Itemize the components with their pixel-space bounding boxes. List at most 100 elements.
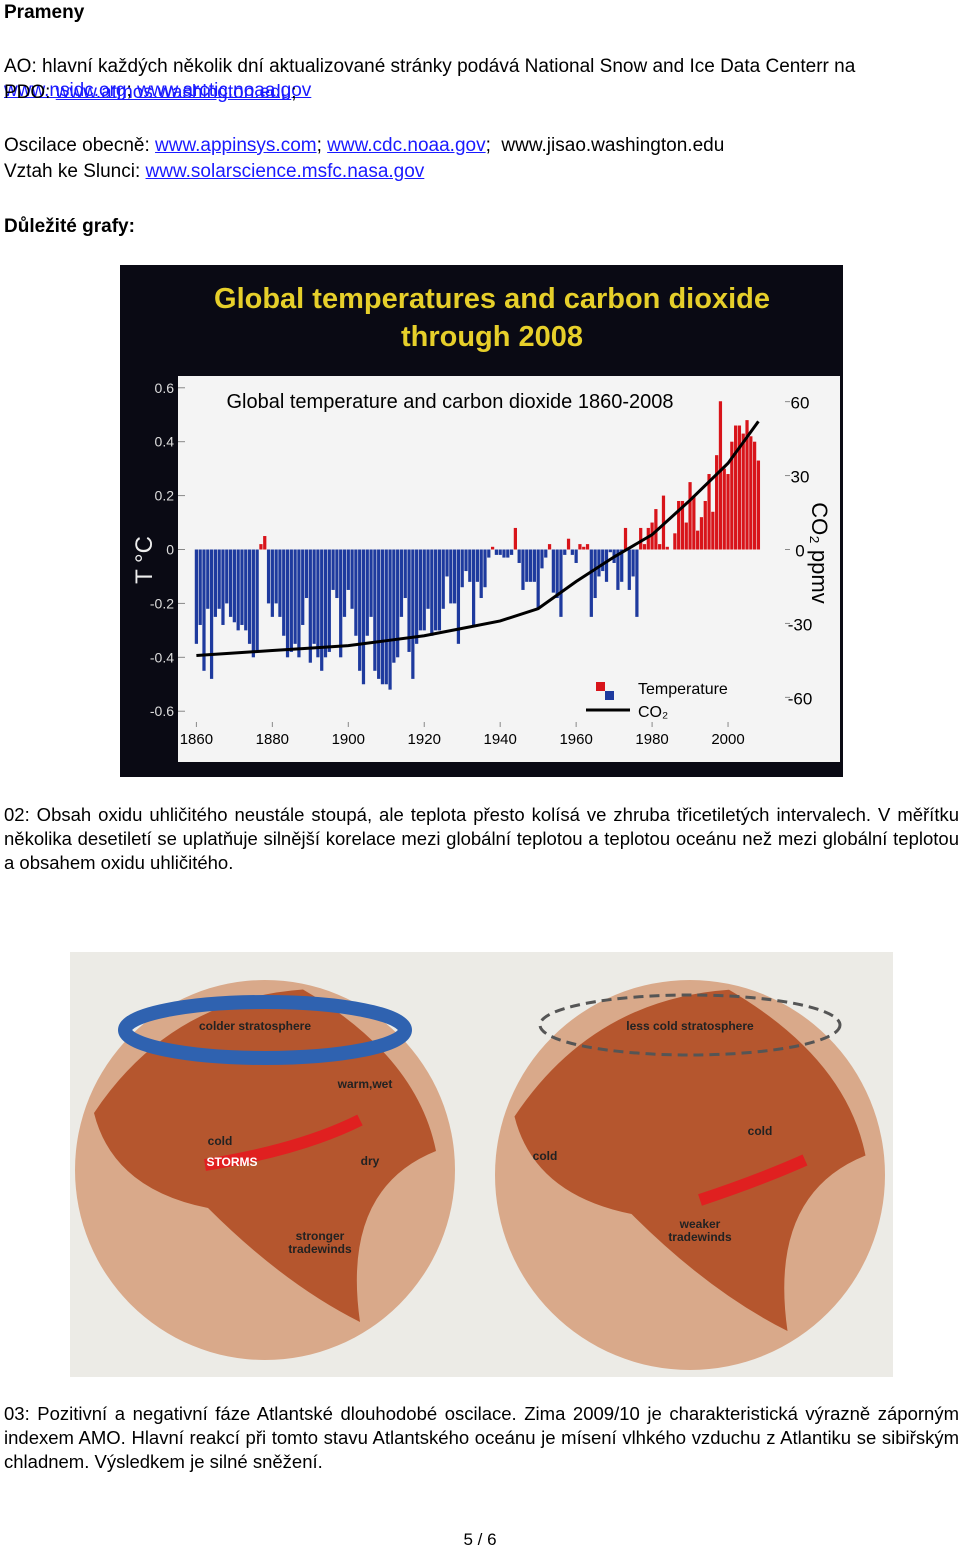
storm-arrow — [204, 1114, 363, 1171]
bar — [506, 549, 510, 558]
bar — [278, 549, 282, 617]
bar — [563, 549, 567, 555]
link[interactable]: www.nsidc.org — [4, 80, 127, 101]
bar — [559, 549, 563, 617]
text: Oscilace obecně: — [4, 135, 156, 156]
header-title: Prameny — [4, 2, 85, 23]
bar — [392, 549, 396, 663]
bar — [213, 549, 217, 617]
bar — [620, 549, 624, 582]
figure-label: less cold stratosphere — [626, 1019, 754, 1033]
bar — [483, 549, 487, 588]
bar — [361, 549, 366, 685]
x-tick-label: 1980 — [635, 731, 668, 748]
bar — [471, 549, 476, 625]
y-tick-label: 0.6 — [155, 380, 175, 396]
bar — [342, 549, 347, 617]
chart: Global temperatures and carbon dioxide th… — [120, 265, 843, 777]
link[interactable]: www.appinsys.com — [155, 135, 317, 156]
bar — [540, 549, 544, 569]
source-line: PDO: www.atmos.washington.edu; — [4, 81, 297, 105]
x-tick-label: 1900 — [332, 731, 365, 748]
bar — [308, 549, 312, 663]
caption: 02: Obsah oxidu uhličitého neustále stou… — [4, 804, 959, 873]
bar — [274, 549, 278, 604]
bar — [734, 425, 738, 550]
y-tick-label: -0.2 — [150, 595, 174, 611]
bar — [217, 549, 221, 609]
chart-title: through 2008 — [401, 321, 583, 353]
bar — [289, 549, 293, 652]
bar — [707, 474, 711, 550]
bar — [509, 549, 514, 555]
bar — [384, 549, 388, 685]
bar — [198, 549, 202, 625]
bar — [715, 455, 719, 550]
bar — [582, 546, 586, 550]
bar — [680, 500, 685, 550]
bar — [380, 549, 385, 685]
bar — [608, 549, 612, 553]
bar — [434, 549, 438, 631]
bar — [665, 546, 669, 550]
link[interactable]: www.cdc.noaa.gov — [327, 135, 486, 156]
bar — [266, 549, 271, 604]
bar — [585, 544, 590, 550]
bar — [642, 544, 647, 550]
text: ; — [316, 135, 328, 156]
bar — [396, 549, 400, 658]
bar — [468, 549, 472, 582]
bar — [331, 549, 335, 590]
bar — [365, 549, 369, 636]
globes-figure: colder stratosphere warm,wet cold STORMS dry… — [70, 952, 893, 1377]
figure-label: stronger — [296, 1229, 345, 1243]
figure-label: cold — [533, 1149, 558, 1163]
bar — [688, 482, 692, 550]
figure-label: tradewinds — [288, 1242, 352, 1256]
bar — [304, 549, 309, 599]
bar — [726, 474, 730, 550]
y2-axis-label: CO₂ ppmv — [807, 502, 832, 603]
bar — [418, 549, 423, 631]
bar — [555, 549, 559, 599]
bar — [513, 527, 517, 550]
bar — [415, 549, 419, 644]
bar — [206, 549, 210, 609]
bar — [593, 549, 597, 599]
bar — [498, 549, 502, 555]
bar — [490, 546, 495, 550]
x-tick-label: 1940 — [484, 731, 517, 748]
link[interactable]: www.arctic.noaa.gov — [137, 80, 312, 101]
bar — [282, 549, 286, 636]
bar — [236, 549, 240, 631]
bar — [369, 549, 373, 617]
bar — [502, 549, 506, 558]
link[interactable]: www.atmos.washington.edu — [55, 82, 292, 103]
bar — [354, 549, 358, 636]
bar — [441, 549, 445, 609]
bar — [327, 549, 331, 652]
bar — [692, 495, 696, 550]
bar — [479, 549, 483, 599]
bar — [244, 549, 248, 631]
x-tick-label: 2000 — [711, 731, 744, 748]
text: ; — [126, 80, 138, 101]
bar — [745, 420, 749, 550]
bar — [631, 549, 635, 577]
bar — [225, 549, 229, 604]
text: AO: hlavní každých několik dní aktualizo… — [4, 56, 861, 77]
bar — [464, 549, 468, 572]
link[interactable]: www.solarscience.msfc.nasa.gov — [145, 161, 425, 182]
bar — [316, 549, 320, 658]
bar — [574, 549, 578, 563]
bar — [426, 549, 430, 609]
bar — [494, 549, 499, 555]
y2-tick-label: -60 — [788, 689, 813, 708]
land — [514, 989, 866, 1331]
bar — [399, 549, 404, 617]
bar — [646, 527, 650, 550]
bar — [623, 527, 628, 550]
y-axis-label: T °C — [131, 536, 158, 584]
bar — [449, 549, 453, 604]
